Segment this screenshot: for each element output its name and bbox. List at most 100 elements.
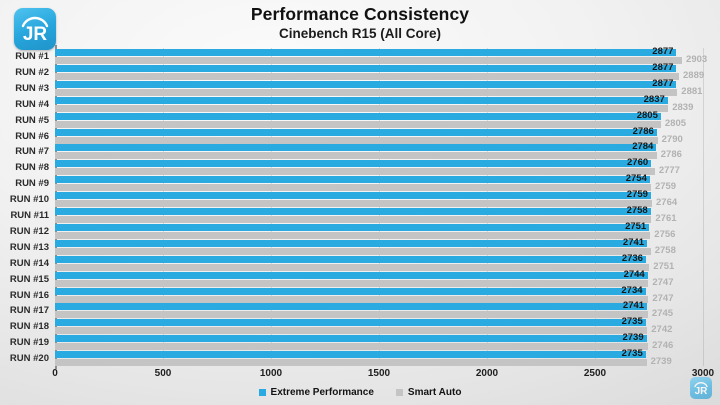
bar-extreme-performance (55, 160, 652, 168)
chart-row: RUN #6 2786 2790 (15, 125, 703, 145)
bar-smart-auto (55, 311, 648, 319)
legend-item[interactable]: Extreme Performance (258, 387, 374, 398)
data-label: 2741 (622, 300, 645, 312)
data-label: 2744 (623, 268, 645, 280)
data-label: 2759 (626, 189, 648, 201)
data-label: 2881 (681, 85, 703, 97)
data-label: 2758 (626, 205, 648, 216)
data-label: 2805 (636, 109, 658, 121)
jr-logo: JR (14, 8, 56, 50)
category-label: RUN #3 (15, 82, 49, 94)
category-label: RUN #7 (15, 146, 49, 158)
category-label: RUN #4 (15, 98, 49, 110)
bar-extreme-performance (55, 287, 646, 295)
category-label: RUN #2 (15, 66, 49, 78)
data-label: 2736 (621, 252, 643, 264)
data-label: 2739 (650, 356, 672, 368)
bar-extreme-performance (55, 351, 646, 359)
category-label: RUN #6 (15, 130, 49, 142)
data-label: 2761 (655, 213, 677, 224)
chart-row: RUN #18 2735 2742 (10, 317, 703, 336)
bar-smart-auto (55, 263, 650, 271)
data-label: 2735 (621, 348, 643, 360)
chart-row: RUN #3 2877 2881 (15, 79, 703, 97)
x-axis: 0 500 1000 1500 2000 2500 3000 (0, 368, 720, 386)
chart-row: RUN #10 2759 2764 (10, 189, 703, 209)
data-label: 2877 (652, 61, 674, 73)
data-label: 2739 (622, 332, 644, 344)
bar-smart-auto (55, 120, 661, 128)
chart-legend: Extreme Performance Smart Auto (0, 387, 720, 398)
bar-smart-auto (55, 295, 649, 303)
bar-extreme-performance (55, 303, 648, 311)
category-label: RUN #1 (15, 51, 49, 62)
data-label: 2790 (661, 133, 683, 145)
chart-row: RUN #14 2736 2751 (10, 252, 703, 272)
bar-extreme-performance (55, 64, 677, 72)
category-label: RUN #19 (9, 337, 49, 349)
x-axis-tick: 1000 (259, 368, 283, 379)
bar-smart-auto (55, 104, 669, 112)
data-label: 2745 (651, 308, 674, 320)
legend-swatch-icon (258, 389, 266, 396)
chart-row: RUN #19 2739 2746 (10, 332, 703, 352)
category-label: RUN #8 (15, 162, 49, 174)
x-axis-tick: 2500 (583, 368, 607, 379)
data-label: 2747 (652, 276, 674, 288)
bar-smart-auto (55, 231, 651, 239)
data-label: 2889 (683, 69, 705, 81)
data-label: 2751 (653, 260, 675, 272)
category-label: RUN #5 (15, 114, 49, 126)
jr-watermark: JR (690, 377, 712, 399)
page-subtitle: Cinebench R15 (All Core) (278, 26, 442, 41)
page-title: Performance Consistency (250, 4, 470, 24)
chart-row: RUN #17 2741 2745 (10, 300, 703, 320)
bar-smart-auto (55, 200, 653, 208)
chart-row: RUN #9 2754 2759 (15, 174, 703, 193)
legend-item[interactable]: Smart Auto (395, 387, 461, 398)
bar-extreme-performance (55, 144, 657, 152)
bar-extreme-performance (55, 128, 657, 136)
svg-text:JR: JR (695, 386, 709, 397)
bar-extreme-performance (55, 271, 648, 279)
data-label: 2759 (654, 181, 677, 193)
bar-smart-auto (55, 57, 683, 64)
data-label: 2742 (651, 324, 673, 336)
chart-row: RUN #4 2837 2839 (15, 94, 703, 113)
data-label: 2805 (664, 117, 687, 129)
x-axis-tick: 1500 (367, 368, 391, 379)
category-label: RUN #16 (9, 289, 49, 301)
category-label: RUN #10 (9, 194, 49, 206)
bar-extreme-performance (55, 192, 651, 200)
bar-extreme-performance (55, 223, 650, 231)
data-label: 2786 (632, 125, 654, 137)
bar-extreme-performance (55, 239, 648, 247)
chart-row: RUN #2 2877 2889 (15, 61, 705, 81)
category-label: RUN #18 (9, 321, 49, 333)
data-label: 2877 (652, 46, 674, 57)
x-axis-tick: 0 (52, 368, 58, 379)
bar-smart-auto (55, 343, 649, 351)
x-axis-tick: 2000 (475, 368, 499, 379)
data-label: 2741 (622, 236, 645, 248)
data-label: 2734 (621, 284, 643, 296)
x-axis-tick: 500 (154, 368, 172, 379)
chart-row: RUN #8 2760 2777 (15, 158, 703, 176)
category-label: RUN #11 (10, 210, 49, 221)
chart-row: RUN #15 2744 2747 (10, 268, 703, 288)
data-label: 2746 (652, 340, 674, 352)
svg-text:JR: JR (23, 24, 48, 45)
bar-smart-auto (55, 184, 651, 192)
category-label: RUN #12 (9, 225, 49, 237)
data-label: 2764 (656, 197, 678, 209)
data-label: 2756 (654, 228, 676, 240)
data-label: 2747 (652, 292, 674, 304)
data-label: 2758 (654, 244, 676, 256)
chart-row: RUN #11 2758 2761 (10, 205, 703, 224)
bar-extreme-performance (55, 176, 650, 184)
data-label: 2786 (660, 149, 682, 161)
bar-smart-auto (55, 327, 648, 335)
chart-row: RUN #7 2784 2786 (15, 142, 703, 161)
bar-smart-auto (55, 216, 652, 223)
